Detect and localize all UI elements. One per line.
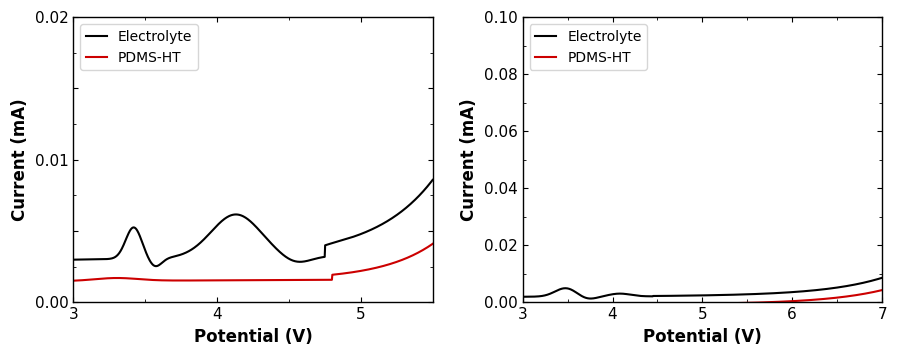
X-axis label: Potential (V): Potential (V): [643, 328, 762, 346]
Line: PDMS-HT: PDMS-HT: [74, 244, 433, 281]
Electrolyte: [286, 258, 297, 262]
Electrolyte: [726, 293, 737, 297]
Electrolyte: [68, 257, 79, 262]
PDMS-HT: [297, 278, 308, 282]
Line: Electrolyte: Electrolyte: [523, 278, 882, 298]
PDMS-HT: [790, 299, 801, 303]
PDMS-HT: [340, 271, 351, 275]
Electrolyte: [90, 257, 101, 261]
Electrolyte: [585, 296, 596, 301]
Legend: Electrolyte, PDMS-HT: Electrolyte, PDMS-HT: [530, 24, 647, 70]
PDMS-HT: [286, 278, 297, 282]
PDMS-HT: [277, 278, 287, 282]
Legend: Electrolyte, PDMS-HT: Electrolyte, PDMS-HT: [80, 24, 198, 70]
Electrolyte: [297, 260, 308, 264]
PDMS-HT: [747, 301, 758, 305]
Electrolyte: [747, 292, 758, 296]
Electrolyte: [427, 178, 438, 182]
Electrolyte: [277, 252, 287, 256]
PDMS-HT: [427, 242, 438, 246]
Electrolyte: [876, 276, 887, 280]
PDMS-HT: [540, 301, 550, 306]
Electrolyte: [151, 264, 162, 268]
Line: Electrolyte: Electrolyte: [74, 180, 433, 266]
Y-axis label: Current (mA): Current (mA): [11, 99, 29, 221]
Electrolyte: [540, 293, 550, 298]
Electrolyte: [736, 292, 747, 297]
Line: PDMS-HT: PDMS-HT: [523, 290, 882, 305]
PDMS-HT: [517, 302, 528, 307]
Electrolyte: [517, 295, 528, 299]
PDMS-HT: [736, 301, 747, 305]
Electrolyte: [341, 237, 352, 241]
PDMS-HT: [90, 277, 101, 281]
PDMS-HT: [377, 264, 388, 268]
Electrolyte: [790, 290, 801, 294]
Electrolyte: [378, 221, 389, 226]
PDMS-HT: [726, 301, 737, 305]
PDMS-HT: [876, 288, 887, 292]
PDMS-HT: [827, 296, 838, 300]
Y-axis label: Current (mA): Current (mA): [461, 99, 479, 221]
X-axis label: Potential (V): Potential (V): [194, 328, 313, 346]
Electrolyte: [827, 286, 838, 290]
PDMS-HT: [575, 302, 585, 307]
PDMS-HT: [68, 278, 79, 283]
